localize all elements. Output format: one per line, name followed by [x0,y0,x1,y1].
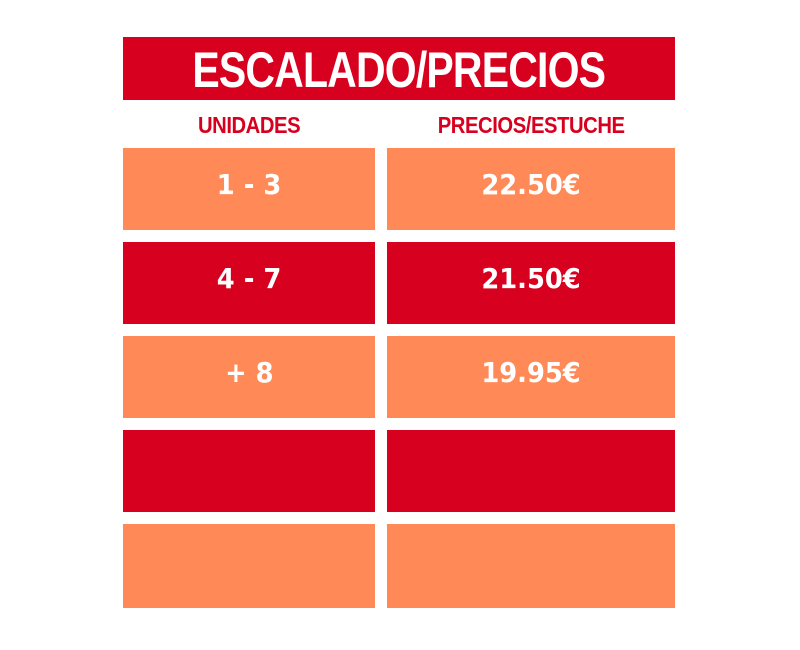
units-cell: 4 - 7 [123,242,375,324]
units-header-label: UNIDADES [197,111,301,138]
units-value: 4 - 7 [216,262,282,295]
price-header-label: PRECIOS/ESTUCHE [437,111,625,138]
table-row: 4 - 7 21.50€ [123,242,675,324]
units-value: 1 - 3 [216,168,282,201]
price-cell [387,524,675,608]
price-value: 22.50€ [481,168,581,201]
units-value: + 8 [224,356,274,389]
table-row: + 8 19.95€ [123,336,675,418]
page-title: ESCALADO/PRECIOS [192,41,607,98]
units-column-header: UNIDADES [123,110,375,140]
table-row [123,524,675,608]
price-column-header: PRECIOS/ESTUCHE [387,110,675,140]
table-row [123,430,675,512]
column-headers: UNIDADES PRECIOS/ESTUCHE [123,110,675,140]
price-cell: 21.50€ [387,242,675,324]
price-cell: 22.50€ [387,148,675,230]
table-row: 1 - 3 22.50€ [123,148,675,230]
price-tiers-table: 1 - 3 22.50€ 4 - 7 21.50€ + 8 19.95€ [123,148,675,608]
title-banner: ESCALADO/PRECIOS [123,37,675,100]
units-cell: + 8 [123,336,375,418]
price-value: 21.50€ [481,262,581,295]
units-cell: 1 - 3 [123,148,375,230]
units-cell [123,430,375,512]
price-cell [387,430,675,512]
price-value: 19.95€ [481,356,581,389]
price-cell: 19.95€ [387,336,675,418]
units-cell [123,524,375,608]
